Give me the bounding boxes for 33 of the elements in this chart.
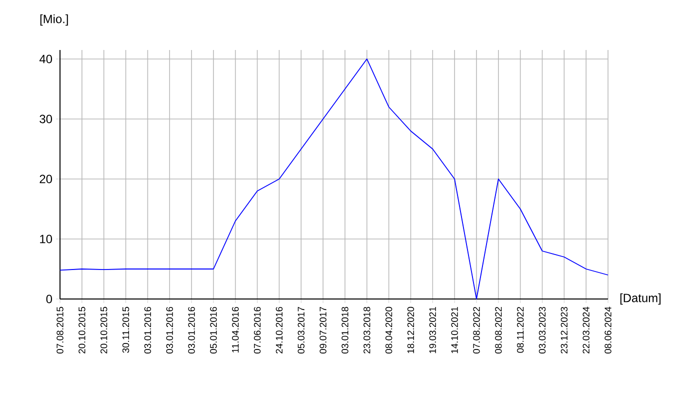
y-tick-label: 0 — [46, 294, 52, 304]
x-tick-label: 07.08.2015 — [56, 306, 64, 354]
x-axis-title: [Datum] — [620, 293, 661, 305]
x-tick-label: 08.08.2022 — [495, 306, 502, 354]
x-tick-label: 22.03.2024 — [582, 306, 590, 354]
x-tick-label: 08.06.2024 — [604, 306, 612, 354]
x-tick-label: 09.07.2017 — [320, 306, 326, 354]
x-tick-label: 08.11.2022 — [516, 306, 524, 353]
y-tick-label: 20 — [40, 174, 52, 184]
x-tick-label: 24.10.2016 — [276, 306, 283, 354]
x-tick-label: 20.10.2015 — [78, 306, 86, 354]
x-tick-label: 11.04.2016 — [232, 306, 239, 352]
x-tick-label: 03.01.2016 — [144, 306, 152, 354]
x-tick-label: 03.01.2016 — [188, 306, 195, 354]
x-tick-label: 30.11.2015 — [122, 306, 130, 353]
x-tick-label: 03.03.2023 — [538, 306, 546, 354]
y-tick-label: 10 — [40, 234, 52, 244]
x-tick-label: 03.01.2018 — [342, 306, 348, 354]
x-tick-label: 23.03.2018 — [364, 306, 370, 354]
x-tick-label: 08.04.2020 — [385, 306, 392, 354]
x-tick-label: 20.10.2015 — [100, 306, 108, 354]
x-tick-label: 23.12.2023 — [560, 306, 568, 354]
y-axis-title: [Mio.] — [40, 14, 68, 26]
y-tick-label: 30 — [40, 114, 52, 124]
x-tick-label: 07.06.2016 — [254, 306, 261, 354]
x-tick-label: 05.01.2016 — [210, 306, 217, 354]
y-tick-label: 40 — [39, 54, 52, 64]
x-tick-label: 14.10.2021 — [451, 306, 458, 354]
x-tick-label: 19.03.2021 — [429, 306, 436, 354]
x-tick-label: 07.08.2022 — [473, 306, 480, 354]
x-tick-label: 18.12.2020 — [407, 306, 414, 354]
x-tick-label: 05.03.2017 — [298, 306, 304, 354]
x-tick-label: 03.01.2016 — [166, 306, 173, 354]
